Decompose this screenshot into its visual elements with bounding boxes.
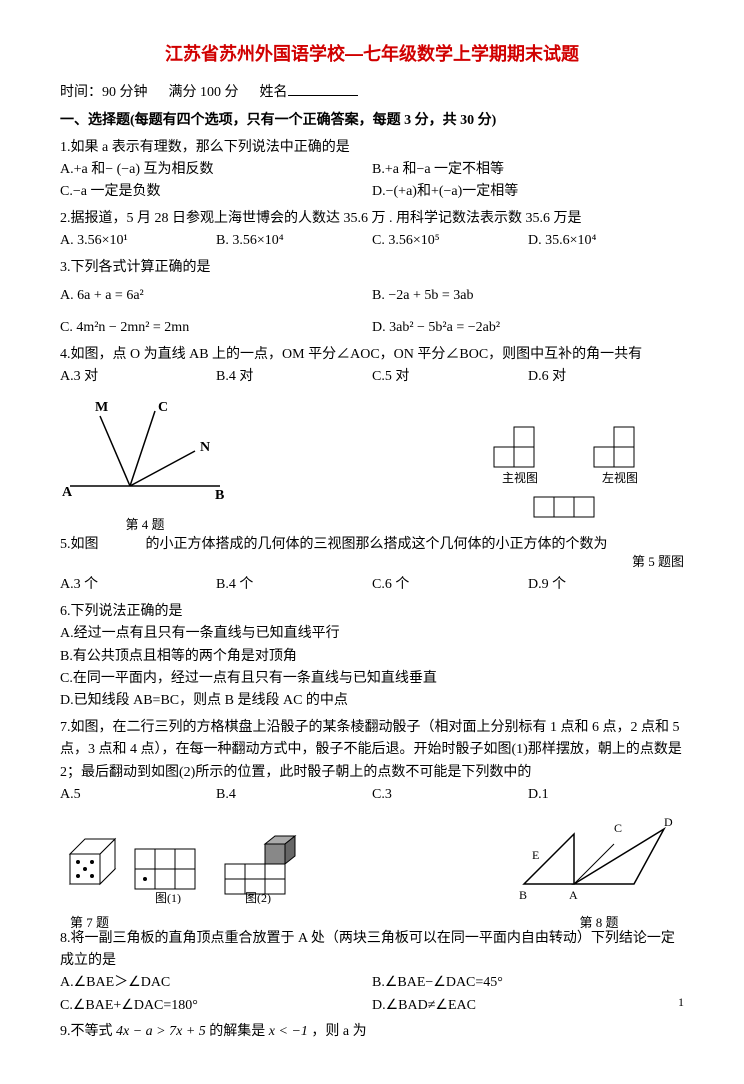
question-6: 6.下列说法正确的是 A.经过一点有且只有一条直线与已知直线平行 B.有公共顶点… (60, 601, 684, 713)
svg-text:N: N (200, 440, 210, 455)
svg-text:M: M (95, 400, 108, 415)
q3-opt-a: A. 6a + a = 6a² (60, 285, 372, 307)
svg-text:图(1): 图(1) (155, 891, 181, 904)
q4-figcap: 第 4 题 (60, 515, 230, 536)
q1-opt-b: B.+a 和−a 一定不相等 (372, 159, 684, 181)
svg-text:图(2): 图(2) (245, 891, 271, 904)
q8-opt-b: B.∠BAE−∠DAC=45° (372, 972, 684, 994)
svg-text:A: A (62, 485, 73, 500)
question-5: 5.如图 的小正方体搭成的几何体的三视图那么搭成这个几何体的小正方体的个数为 第… (60, 534, 684, 597)
q1-opt-d: D.−(+a)和+(−a)一定相等 (372, 181, 684, 203)
svg-text:A: A (569, 888, 578, 902)
svg-text:E: E (532, 848, 539, 862)
q4-opt-c: C.5 对 (372, 366, 528, 388)
section-1-heading: 一、选择题(每题有四个选项，只有一个正确答案，每题 3 分，共 30 分) (60, 110, 684, 132)
page-number: 1 (678, 993, 684, 1012)
name-blank (288, 81, 358, 96)
q5-figcap: 第 5 题图 (632, 554, 684, 569)
q6-opt-a: A.经过一点有且只有一条直线与已知直线平行 (60, 623, 684, 645)
q6-stem: 6.下列说法正确的是 (60, 601, 684, 623)
q5-opt-b: B.4 个 (216, 574, 372, 596)
q7-opt-b: B.4 (216, 784, 372, 806)
time-limit: 时间：90 分钟 (60, 85, 148, 100)
q2-opt-c: C. 3.56×10⁵ (372, 230, 528, 252)
q6-opt-b: B.有公共顶点且相等的两个角是对顶角 (60, 646, 684, 668)
q4-opt-a: A.3 对 (60, 366, 216, 388)
question-1: 1.如果 a 表示有理数，那么下列说法中正确的是 A.+a 和− (−a) 互为… (60, 137, 684, 204)
question-8: 8.将一副三角板的直角顶点重合放置于 A 处（两块三角板可以在同一平面内自由转动… (60, 928, 684, 1018)
q2-opt-a: A. 3.56×10¹ (60, 230, 216, 252)
q8-opt-c: C.∠BAE+∠DAC=180° (60, 995, 372, 1017)
svg-text:D: D (664, 815, 673, 829)
q8-stem: 8.将一副三角板的直角顶点重合放置于 A 处（两块三角板可以在同一平面内自由转动… (60, 928, 684, 973)
full-score: 满分 100 分 (169, 85, 239, 100)
question-9: 9.不等式 4x − a > 7x + 5 的解集是 x < −1 ，则 a 为 (60, 1021, 684, 1043)
q5-opt-a: A.3 个 (60, 574, 216, 596)
q3-opt-b: B. −2a + 5b = 3ab (372, 285, 684, 307)
q5-stem-a: 5.如图 (60, 537, 99, 552)
question-4: 4.如图，点 O 为直线 AB 上的一点，OM 平分∠AOC，ON 平分∠BOC… (60, 344, 684, 389)
svg-text:左视图: 左视图 (602, 470, 638, 485)
q7-stem: 7.如图，在二行三列的方格棋盘上沿骰子的某条棱翻动骰子（相对面上分别标有 1 点… (60, 717, 684, 784)
svg-text:主视图: 主视图 (502, 470, 538, 485)
q3-opt-d: D. 3ab² − 5b²a = −2ab² (372, 317, 684, 339)
exam-title: 江苏省苏州外国语学校—七年级数学上学期期末试题 (60, 40, 684, 69)
question-7: 7.如图，在二行三列的方格棋盘上沿骰子的某条棱翻动骰子（相对面上分别标有 1 点… (60, 717, 684, 807)
q7-opt-c: C.3 (372, 784, 528, 806)
q8-figure: A B C D E 第 8 题 (514, 814, 684, 933)
q6-opt-c: C.在同一平面内，经过一点有且只有一条直线与已知直线垂直 (60, 668, 684, 690)
q6-opt-d: D.已知线段 AB=BC，则点 B 是线段 AC 的中点 (60, 690, 684, 712)
q1-opt-a: A.+a 和− (−a) 互为相反数 (60, 159, 372, 181)
q8-opt-a: A.∠BAE＞∠DAC (60, 972, 372, 994)
q4-stem: 4.如图，点 O 为直线 AB 上的一点，OM 平分∠AOC，ON 平分∠BOC… (60, 344, 684, 366)
q7-figure: 图(1) 图(2) 第 7 题 (60, 824, 320, 933)
q7-opt-d: D.1 (528, 784, 684, 806)
figure-row-7-8: 图(1) 图(2) 第 7 题 A B C D E (60, 814, 684, 933)
svg-text:C: C (158, 400, 168, 415)
q5-stem-b: 的小正方体搭成的几何体的三视图那么搭成这个几何体的小正方体的个数为 (146, 537, 608, 552)
svg-text:B: B (519, 888, 527, 902)
q4-figure: M C N A B 第 4 题 (60, 396, 230, 535)
q4-opt-d: D.6 对 (528, 366, 684, 388)
q1-stem: 1.如果 a 表示有理数，那么下列说法中正确的是 (60, 137, 684, 159)
q5-opt-d: D.9 个 (528, 574, 684, 596)
svg-text:C: C (614, 821, 622, 835)
q5-opt-c: C.6 个 (372, 574, 528, 596)
q7-opt-a: A.5 (60, 784, 216, 806)
question-2: 2.据报道，5 月 28 日参观上海世博会的人数达 35.6 万 . 用科学记数… (60, 208, 684, 253)
question-3: 3.下列各式计算正确的是 A. 6a + a = 6a² B. −2a + 5b… (60, 257, 684, 340)
q3-stem: 3.下列各式计算正确的是 (60, 257, 684, 279)
q1-opt-c: C.−a 一定是负数 (60, 181, 372, 203)
q2-opt-b: B. 3.56×10⁴ (216, 230, 372, 252)
q4-opt-b: B.4 对 (216, 366, 372, 388)
q5-figure: 主视图 左视图 (484, 417, 684, 535)
figure-row-4-5: M C N A B 第 4 题 主视图 左视图 (60, 396, 684, 535)
name-label: 姓名 (260, 85, 288, 100)
q2-opt-d: D. 35.6×10⁴ (528, 230, 684, 252)
exam-header: 时间：90 分钟 满分 100 分 姓名 (60, 81, 684, 104)
svg-text:B: B (215, 488, 224, 503)
q2-stem: 2.据报道，5 月 28 日参观上海世博会的人数达 35.6 万 . 用科学记数… (60, 208, 684, 230)
q3-opt-c: C. 4m²n − 2mn² = 2mn (60, 317, 372, 339)
q8-opt-d: D.∠BAD≠∠EAC (372, 995, 684, 1017)
